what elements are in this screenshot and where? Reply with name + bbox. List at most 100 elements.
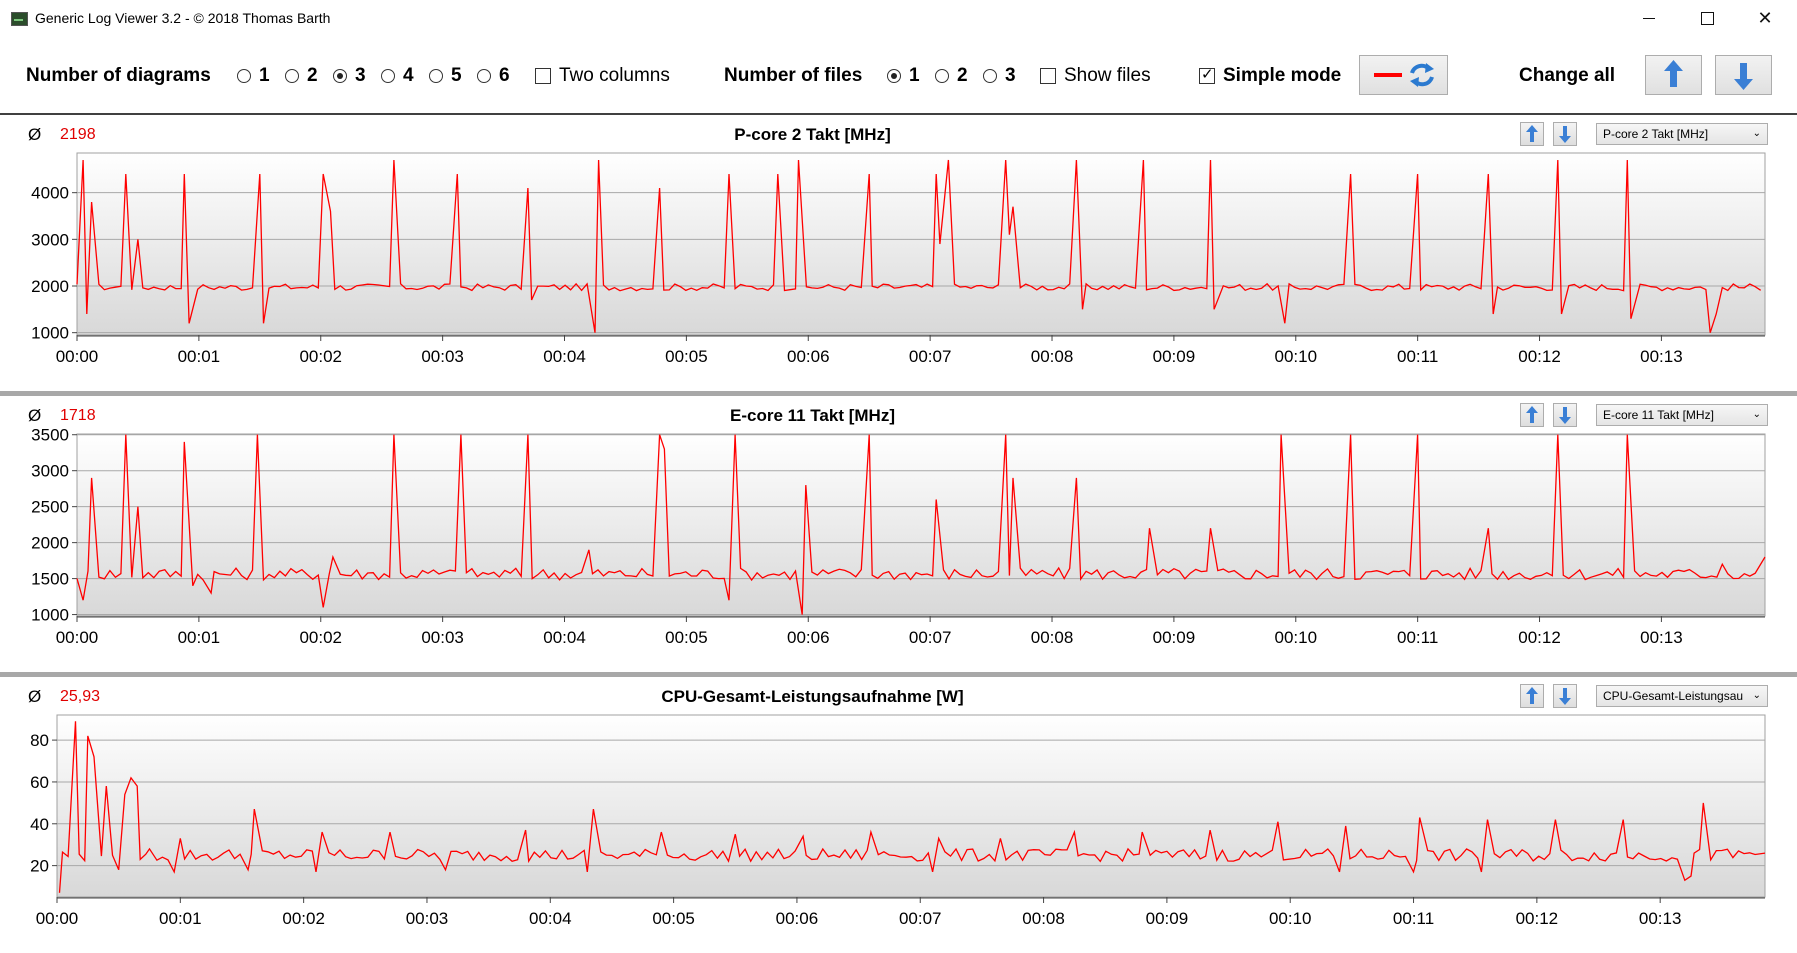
close-button[interactable]: ✕: [1736, 0, 1794, 37]
change-all-down-button[interactable]: [1715, 55, 1772, 95]
title-bar: Generic Log Viewer 3.2 - © 2018 Thomas B…: [0, 0, 1797, 37]
x-tick-label: 00:00: [56, 628, 99, 647]
diagrams-radio-4[interactable]: 4: [381, 65, 414, 87]
line-chart: 20 40 60 80 00:00 00:01 00:02 00:03 00:04 00:05 00…: [30, 714, 1766, 928]
series-select[interactable]: E-core 11 Takt [MHz] ⌄: [1596, 404, 1768, 426]
y-tick-label: 2000: [31, 277, 69, 296]
maximize-button[interactable]: [1678, 0, 1736, 37]
series-line: [76, 159, 1762, 333]
x-tick-label: 00:11: [1393, 909, 1434, 928]
move-up-button[interactable]: [1520, 122, 1544, 146]
diagrams-radio-6[interactable]: 6: [477, 65, 510, 87]
x-tick-label: 00:08: [1022, 909, 1065, 928]
files-radio-2[interactable]: 2: [935, 65, 968, 87]
y-tick-label: 4000: [31, 184, 69, 203]
color-refresh-button[interactable]: [1359, 55, 1448, 95]
simple-mode-checkbox[interactable]: Simple mode: [1199, 65, 1341, 87]
radio-circle: [887, 69, 901, 83]
x-tick-label: 00:07: [909, 347, 952, 366]
num-diagrams-label: Number of diagrams: [26, 65, 211, 86]
checkbox-box: [1040, 68, 1056, 84]
radio-circle: [429, 69, 443, 83]
line-chart: 1000 1500 2000 2500 3000 3500 00:00 00:01 00:02 0…: [31, 426, 1766, 647]
y-tick-label: 1500: [31, 570, 69, 589]
x-tick-label: 00:07: [899, 909, 942, 928]
x-tick-label: 00:12: [1518, 347, 1561, 366]
x-tick-label: 00:11: [1397, 628, 1438, 647]
radio-circle: [237, 69, 251, 83]
arrow-up-icon: [1526, 125, 1538, 142]
diagrams-radio-3[interactable]: 3: [333, 65, 366, 87]
series-select[interactable]: P-core 2 Takt [MHz] ⌄: [1596, 123, 1768, 145]
radio-circle: [333, 69, 347, 83]
change-all-up-button[interactable]: [1645, 55, 1702, 95]
panel-divider[interactable]: [0, 391, 1797, 396]
files-radio-3[interactable]: 3: [983, 65, 1016, 87]
x-tick-label: 00:09: [1146, 909, 1189, 928]
x-tick-label: 00:06: [787, 347, 830, 366]
x-tick-label: 00:08: [1031, 347, 1074, 366]
x-tick-label: 00:09: [1153, 347, 1196, 366]
x-tick-label: 00:03: [421, 347, 464, 366]
radio-circle: [285, 69, 299, 83]
x-tick-label: 00:00: [36, 909, 79, 928]
x-tick-label: 00:10: [1274, 628, 1317, 647]
avg-symbol: Ø: [28, 125, 42, 144]
radio-label: 5: [451, 65, 462, 86]
arrow-up-icon: [1526, 406, 1538, 423]
radio-label: 1: [909, 65, 920, 86]
diagrams-radio-5[interactable]: 5: [429, 65, 462, 87]
move-up-button[interactable]: [1520, 684, 1544, 708]
y-tick-label: 20: [30, 857, 49, 876]
series-line: [58, 721, 1766, 893]
radio-label: 2: [957, 65, 968, 86]
chart-panel-3: Ø 25,93 CPU-Gesamt-Leistungsaufnahme [W] CP…: [0, 677, 1797, 953]
change-all-label: Change all: [1519, 65, 1616, 86]
series-select-value: P-core 2 Takt [MHz]: [1603, 127, 1709, 141]
y-tick-label: 2500: [31, 498, 69, 517]
radio-label: 1: [259, 65, 270, 86]
arrow-up-icon: [1526, 687, 1538, 704]
plot-area: [76, 152, 1766, 336]
x-tick-label: 00:07: [909, 628, 952, 647]
panel-divider[interactable]: [0, 672, 1797, 677]
series-select-value: E-core 11 Takt [MHz]: [1603, 408, 1714, 422]
radio-label: 3: [1005, 65, 1016, 86]
radio-label: 3: [355, 65, 366, 86]
avg-symbol: Ø: [28, 406, 42, 425]
files-radio-1[interactable]: 1: [887, 65, 920, 87]
radio-circle: [477, 69, 491, 83]
maximize-icon: [1700, 12, 1714, 25]
arrow-up-icon: [1664, 60, 1683, 87]
arrow-down-icon: [1559, 407, 1571, 424]
y-tick-label: 40: [30, 815, 49, 834]
move-down-button[interactable]: [1553, 122, 1577, 146]
move-up-button[interactable]: [1520, 403, 1544, 427]
diagrams-radio-2[interactable]: 2: [285, 65, 318, 87]
x-tick-label: 00:05: [665, 628, 708, 647]
minimize-button[interactable]: [1620, 0, 1678, 37]
x-tick-label: 00:02: [299, 628, 342, 647]
chart-panel-2: Ø 1718 E-core 11 Takt [MHz] E-core 11 Takt …: [0, 396, 1797, 672]
x-tick-label: 00:01: [159, 909, 202, 928]
plot-area: [56, 714, 1766, 898]
arrow-down-icon: [1734, 63, 1753, 90]
move-down-button[interactable]: [1553, 684, 1577, 708]
series-select[interactable]: CPU-Gesamt-Leistungsau ⌄: [1596, 685, 1768, 707]
chart-title: E-core 11 Takt [MHz]: [729, 406, 895, 425]
checkbox-label: Show files: [1064, 65, 1151, 86]
chevron-down-icon: ⌄: [1752, 128, 1761, 139]
show-files-checkbox[interactable]: Show files: [1040, 65, 1151, 87]
two-columns-checkbox[interactable]: Two columns: [535, 65, 670, 87]
arrow-down-icon: [1559, 126, 1571, 143]
move-down-button[interactable]: [1553, 403, 1577, 427]
x-tick-label: 00:13: [1639, 909, 1682, 928]
x-tick-label: 00:10: [1274, 347, 1317, 366]
x-tick-label: 00:06: [787, 628, 830, 647]
chart-title: CPU-Gesamt-Leistungsaufnahme [W]: [661, 687, 964, 706]
x-tick-label: 00:12: [1516, 909, 1559, 928]
x-tick-label: 00:09: [1153, 628, 1196, 647]
y-tick-label: 2000: [31, 534, 69, 553]
y-tick-label: 3000: [31, 230, 69, 249]
diagrams-radio-1[interactable]: 1: [237, 65, 270, 87]
